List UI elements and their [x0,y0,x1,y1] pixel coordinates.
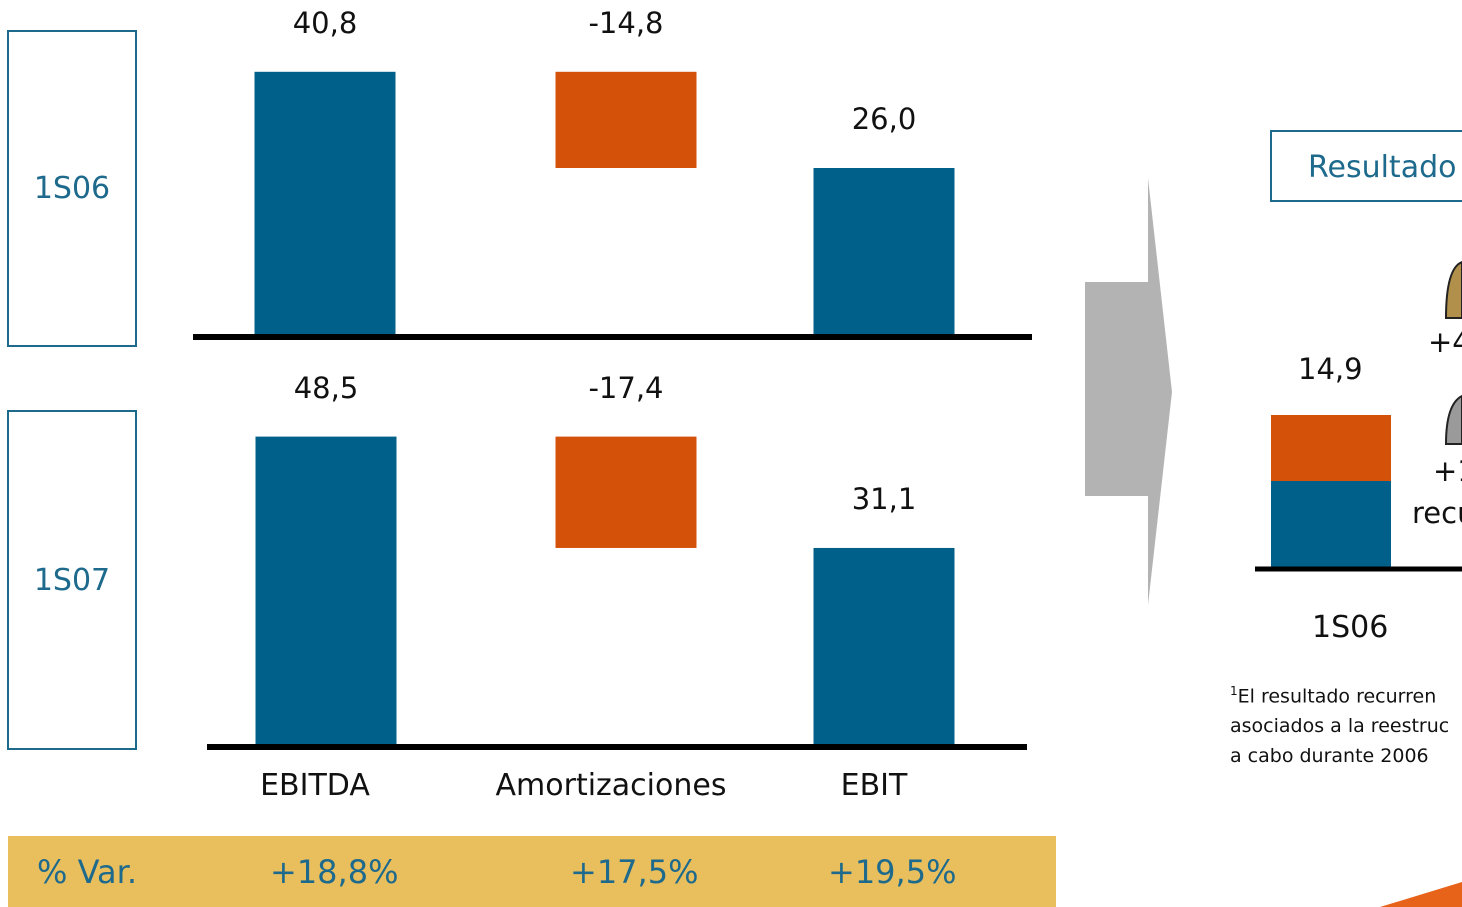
right-partial-label-1: +4 [1428,325,1462,359]
footnote-line-3: a cabo durante 2006 [1230,745,1429,768]
variation-bar: % Var. +18,8% +17,5% +19,5% [8,836,1056,907]
bubble-gold-icon [1444,260,1462,319]
row-label-text: 1S06 [33,171,111,206]
bubble-gray-icon [1444,394,1462,445]
category-label-ebitda: EBITDA [260,768,370,803]
decorative-swoosh [1380,882,1462,907]
right-bar-value: 14,9 [1298,352,1363,386]
footnote-line-2: asociados a la reestruc [1230,715,1450,738]
category-label-amortizaciones: Amortizaciones [495,768,727,803]
data-label-ebit: 26,0 [851,102,917,136]
right-partial-label-3: recu [1412,496,1462,530]
row-label-1s06: 1S06 [7,30,137,347]
variation-ebitda: +18,8% [270,853,399,891]
row-label-1s07: 1S07 [7,410,137,750]
data-label-ebitda: 48,5 [293,370,359,405]
variation-label: % Var. [37,853,137,891]
category-label-ebit: EBIT [840,768,908,803]
resultado-box: Resultado [1270,130,1462,202]
chart-1s06 [193,71,1032,340]
right-partial-label-2: +1 [1433,454,1462,488]
bar-ebitda [254,71,396,338]
bar-ebit [813,547,955,747]
data-label-ebitda: 40,8 [292,5,358,40]
footnote-mark: 1 [1230,684,1238,698]
arrow-right-icon [1085,178,1172,605]
bar-amortizaciones [555,71,697,168]
bar-ebit [813,168,955,337]
bar-ebitda [255,436,397,747]
row-label-text: 1S07 [33,562,111,598]
footnote-line-1: El resultado recurren [1237,685,1437,708]
data-label-amortizaciones: -14,8 [588,5,664,40]
data-label-ebit: 31,1 [851,481,917,516]
chart-1s07 [207,436,1027,750]
data-label-amortizaciones: -17,4 [588,370,664,405]
right-bar-blue-segment [1271,481,1391,569]
right-bar-category: 1S06 [1312,610,1389,645]
footnote: 1El resultado recurren asociados a la re… [1230,676,1449,771]
right-bar-orange-segment [1271,415,1391,481]
variation-amortizaciones: +17,5% [570,853,699,891]
variation-ebit: +19,5% [828,853,957,891]
bar-amortizaciones [555,436,697,548]
resultado-label: Resultado [1308,150,1457,185]
